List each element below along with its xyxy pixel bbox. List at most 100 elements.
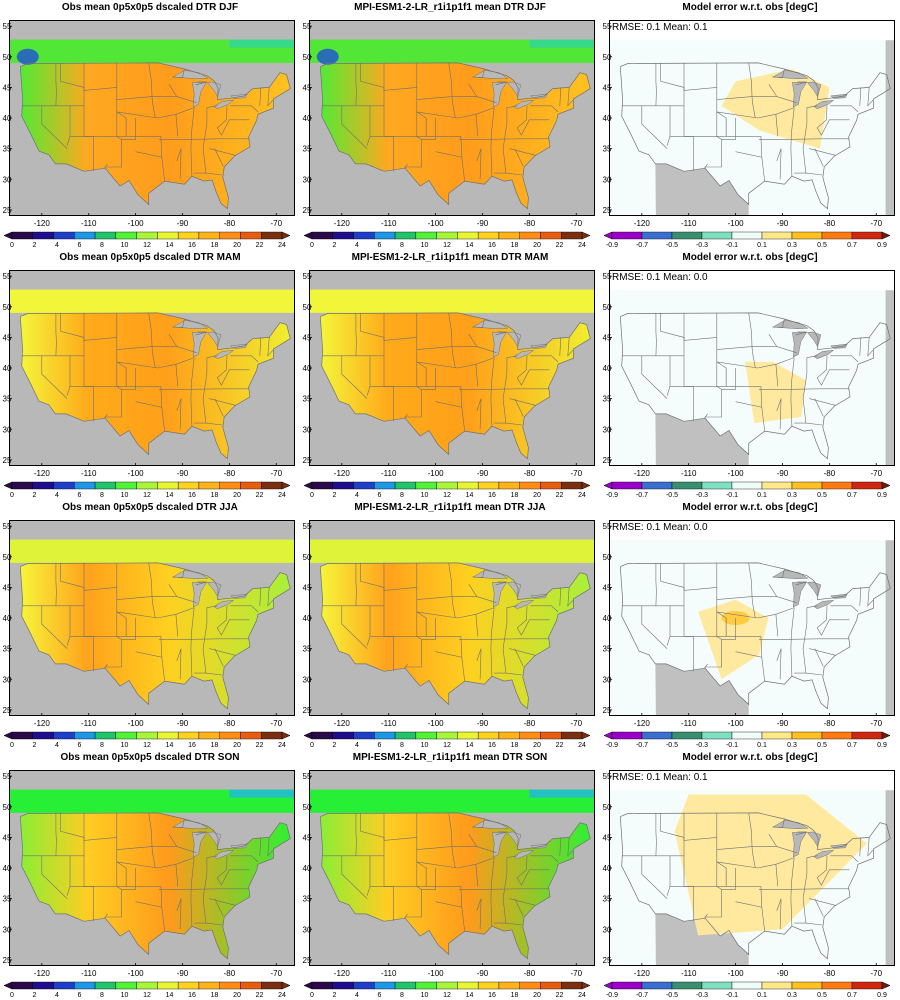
colorbar-swatch <box>851 981 883 990</box>
colorbar-tick-label: 4 <box>355 492 359 499</box>
panel-title: MPI-ESM1-2-LR_r1i1p1f1 mean DTR DJF <box>354 2 546 13</box>
lat-tick-label: 45 <box>603 333 612 342</box>
colorbar-swatch <box>94 981 117 990</box>
lat-tick-label: 35 <box>603 145 612 154</box>
colorbar-swatch <box>611 481 643 490</box>
colorbar-tick-label: 22 <box>256 992 264 999</box>
lon-tick-label: -100 <box>728 969 745 978</box>
colorbar-tick-label: -0.5 <box>666 742 678 749</box>
colorbar-tick-label: 2 <box>333 242 337 249</box>
lat-tick-label: 50 <box>3 803 12 812</box>
colorbar-tick-label: 0 <box>310 242 314 249</box>
colorbar-tick-label: -0.1 <box>726 742 738 749</box>
model-panel: MPI-ESM1-2-LR_r1i1p1f1 mean DTR MAM 55 50 4… <box>300 250 600 500</box>
colorbar-tick-label: -0.9 <box>606 492 618 499</box>
colorbar-swatch <box>136 731 158 740</box>
lon-tick-label: -100 <box>728 219 745 228</box>
lon-tick-label: -110 <box>381 469 397 478</box>
colorbar-swatch <box>821 731 853 740</box>
map-area <box>609 770 895 966</box>
colorbar-swatch <box>332 231 354 240</box>
lat-tick-label: 45 <box>303 83 312 92</box>
error-stats: RMSE: 0.1 Mean: 0.0 <box>612 522 708 533</box>
colorbar-tick-label: 24 <box>278 992 286 999</box>
colorbar-tick-label: 0 <box>10 492 14 499</box>
panel-title: Obs mean 0p5x0p5 dscaled DTR JJA <box>62 502 238 513</box>
colorbar-swatch <box>498 231 520 240</box>
colorbar-swatch <box>519 731 541 740</box>
lat-tick-label: 45 <box>3 583 12 592</box>
lon-tick-label: -70 <box>270 969 282 978</box>
lat-tick-label: 45 <box>3 83 12 92</box>
lat-tick-label: 55 <box>603 522 612 531</box>
colorbar-swatch <box>671 481 703 490</box>
lat-tick-label: 55 <box>603 772 612 781</box>
colorbar-swatch <box>353 231 375 240</box>
colorbar-swatch <box>791 231 823 240</box>
lon-tick-label: -80 <box>824 719 836 728</box>
lat-tick-label: 45 <box>603 83 612 92</box>
lon-tick-label: -100 <box>428 469 445 478</box>
colorbar-swatch <box>641 481 673 490</box>
colorbar-swatch <box>851 481 883 490</box>
colorbar-swatch <box>157 481 179 490</box>
lat-tick-label: 35 <box>3 645 12 654</box>
lon-tick-label: -90 <box>477 719 489 728</box>
lon-tick-label: -70 <box>570 719 582 728</box>
colorbar-swatch <box>115 231 137 240</box>
colorbar-tick-label: 16 <box>188 742 196 749</box>
lon-tick-label: -100 <box>728 719 745 728</box>
lat-tick-label: 30 <box>603 425 612 434</box>
lon-tick-label: -110 <box>381 969 397 978</box>
colorbar-tick-label: 4 <box>355 742 359 749</box>
lon-tick-label: -120 <box>634 219 651 228</box>
colorbar-tick-label: 0.5 <box>817 992 827 999</box>
colorbar-tick-label: 22 <box>256 242 264 249</box>
lon-tick-label: -70 <box>270 719 282 728</box>
lat-tick-label: 55 <box>3 272 12 281</box>
lon-tick-label: -80 <box>524 719 536 728</box>
colorbar-tick-label: 6 <box>78 992 82 999</box>
colorbar-swatch <box>198 731 220 740</box>
lat-tick-label: 55 <box>603 272 612 281</box>
colorbar-swatch <box>32 231 54 240</box>
lon-tick-label: -110 <box>681 969 697 978</box>
lon-tick-label: -80 <box>824 469 836 478</box>
colorbar-tick-label: 12 <box>443 992 451 999</box>
colorbar-tick-label: 20 <box>233 492 241 499</box>
colorbar-tick-label: -0.5 <box>666 242 678 249</box>
colorbar-tick-label: 24 <box>278 242 286 249</box>
colorbar-swatch <box>394 731 417 740</box>
colorbar-tick-label: 14 <box>166 242 174 249</box>
colorbar-tick-label: 10 <box>421 992 429 999</box>
lat-tick-label: 45 <box>303 833 312 842</box>
colorbar-swatch <box>332 481 354 490</box>
colorbar-swatch <box>261 731 283 740</box>
colorbar-swatch <box>32 981 54 990</box>
lon-tick-label: -70 <box>870 469 882 478</box>
colorbar-tick-label: 8 <box>100 992 104 999</box>
lon-tick-label: -80 <box>224 469 236 478</box>
colorbar-swatch <box>394 231 417 240</box>
colorbar-tick-label: -0.5 <box>666 992 678 999</box>
lat-tick-label: 45 <box>3 333 12 342</box>
colorbar-swatch <box>261 231 283 240</box>
colorbar-swatch <box>115 731 137 740</box>
colorbar-tick-label: 4 <box>55 492 59 499</box>
map-area <box>9 770 295 966</box>
colorbar-tick-label: 0.5 <box>817 242 827 249</box>
colorbar-tick-label: 14 <box>466 492 474 499</box>
colorbar-tick-label: 0.9 <box>877 492 887 499</box>
colorbar-swatch <box>394 981 417 990</box>
lat-tick-label: 50 <box>303 803 312 812</box>
colorbar-swatch <box>94 481 117 490</box>
error-stats: RMSE: 0.1 Mean: 0.1 <box>612 22 708 33</box>
colorbar-tick-label: -0.3 <box>696 742 708 749</box>
lon-tick-label: -110 <box>81 969 97 978</box>
lon-tick-label: -70 <box>270 219 282 228</box>
colorbar-tick-label: 6 <box>378 242 382 249</box>
colorbar-tick-label: 12 <box>143 242 151 249</box>
colorbar-swatch <box>701 481 733 490</box>
colorbar-swatch <box>701 731 733 740</box>
